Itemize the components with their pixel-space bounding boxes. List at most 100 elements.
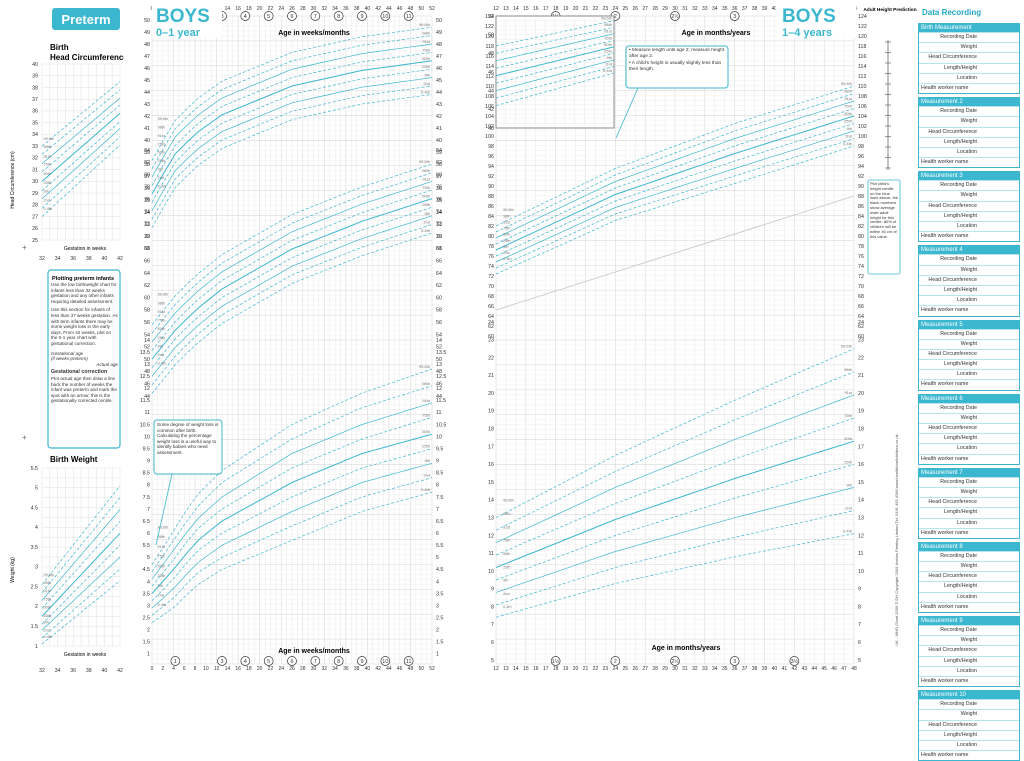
y-tick-label: 44 [144, 394, 150, 400]
centile-line-99.6th [495, 20, 615, 47]
recording-field-recording-date[interactable]: Recording Date [919, 699, 1019, 709]
recording-field-recording-date[interactable]: Recording Date [919, 476, 1019, 487]
recording-field-health-worker-name[interactable]: Health worker name [919, 82, 1019, 93]
x-tick-top: 23 [603, 6, 609, 12]
recording-field-health-worker-name[interactable]: Health worker name [919, 675, 1019, 686]
recording-field-weight[interactable]: Weight [919, 561, 1019, 571]
recording-field-location[interactable]: Location [919, 146, 1019, 157]
recording-field-health-worker-name[interactable]: Health worker name [919, 231, 1019, 241]
month-label-top: 8 [337, 14, 340, 20]
recording-field-weight[interactable]: Weight [919, 190, 1019, 200]
recording-field-head-circumference[interactable]: Head Circumference [919, 200, 1019, 211]
year-label-bottom: 2 [614, 659, 617, 665]
recording-field-health-worker-name[interactable]: Health worker name [919, 305, 1019, 315]
centile-label: 50th [503, 552, 510, 556]
recording-field-weight[interactable]: Weight [919, 412, 1019, 423]
x-tick-label: 32 [39, 256, 45, 262]
recording-field-label: Recording Date [940, 34, 977, 40]
recording-field-head-circumference[interactable]: Head Circumference [919, 274, 1019, 285]
y-tick-label: 9 [491, 587, 494, 593]
recording-field-recording-date[interactable]: Recording Date [919, 550, 1019, 561]
recording-field-location[interactable]: Location [919, 739, 1019, 750]
recording-field-location[interactable]: Location [919, 591, 1019, 602]
y-tick-label: 112 [486, 74, 494, 80]
centile-label: 75th [422, 185, 430, 190]
recording-field-length-height[interactable]: Length/Height [919, 655, 1019, 666]
centile-label: 9th [158, 584, 163, 588]
recording-field-weight[interactable]: Weight [919, 42, 1019, 52]
recording-field-weight[interactable]: Weight [919, 635, 1019, 645]
x-tick-bottom: 2 [161, 666, 164, 672]
y-tick-label: 4.5 [436, 567, 443, 573]
recording-field-recording-date[interactable]: Recording Date [919, 402, 1019, 413]
recording-field-head-circumference[interactable]: Head Circumference [919, 571, 1019, 581]
recording-field-health-worker-name[interactable]: Health worker name [919, 453, 1019, 464]
recording-field-weight[interactable]: Weight [919, 709, 1019, 719]
recording-field-weight[interactable]: Weight [919, 264, 1019, 275]
recording-field-weight[interactable]: Weight [919, 116, 1019, 126]
recording-field-health-worker-name[interactable]: Health worker name [919, 750, 1019, 760]
year-circle-top [670, 11, 680, 21]
recording-field-length-height[interactable]: Length/Height [919, 210, 1019, 221]
month-label-bottom: 4 [244, 659, 247, 665]
x-tick-bottom: 18 [553, 666, 559, 672]
y-tick-label: 27 [32, 214, 38, 220]
centile-line-91st [495, 33, 615, 62]
recording-field-length-height[interactable]: Length/Height [919, 136, 1019, 147]
recording-field-recording-date[interactable]: Recording Date [919, 106, 1019, 116]
recording-field-health-worker-name[interactable]: Health worker name [919, 157, 1019, 167]
x-tick-top: 24 [278, 6, 284, 12]
y-tick-label: 37 [144, 174, 150, 180]
recording-field-location[interactable]: Location [919, 221, 1019, 231]
recording-field-head-circumference[interactable]: Head Circumference [919, 423, 1019, 433]
recording-field-weight[interactable]: Weight [919, 486, 1019, 497]
recording-field-location[interactable]: Location [919, 295, 1019, 305]
recording-field-recording-date[interactable]: Recording Date [919, 254, 1019, 264]
x-tick-bottom: 22 [593, 666, 599, 672]
recording-field-health-worker-name[interactable]: Health worker name [919, 601, 1019, 612]
recording-field-location[interactable]: Location [919, 443, 1019, 453]
recording-field-label: Weight [960, 711, 977, 718]
recording-field-location[interactable]: Location [919, 369, 1019, 379]
recording-field-location[interactable]: Location [919, 665, 1019, 676]
recording-field-label: Weight [960, 563, 977, 570]
recording-field-head-circumference[interactable]: Head Circumference [919, 52, 1019, 62]
y-tick-label: 8.5 [143, 471, 150, 477]
x-tick-bottom: 33 [702, 666, 708, 672]
recording-field-head-circumference[interactable]: Head Circumference [919, 497, 1019, 507]
y-tick-label: 2.5 [31, 584, 38, 590]
preterm-panel: Preterm Birth Head Circumference Head Ci… [0, 0, 128, 678]
recording-field-recording-date[interactable]: Recording Date [919, 328, 1019, 339]
recording-field-recording-date[interactable]: Recording Date [919, 32, 1019, 42]
recording-field-head-circumference[interactable]: Head Circumference [919, 348, 1019, 359]
recording-field-head-circumference[interactable]: Head Circumference [919, 645, 1019, 655]
recording-field-length-height[interactable]: Length/Height [919, 581, 1019, 591]
y-tick-label: 1 [436, 652, 439, 658]
recording-field-location[interactable]: Location [919, 517, 1019, 528]
recording-field-recording-date[interactable]: Recording Date [919, 625, 1019, 635]
recording-field-length-height[interactable]: Length/Height [919, 284, 1019, 295]
y-tick-label: 58 [436, 308, 442, 314]
recording-field-location[interactable]: Location [919, 72, 1019, 83]
centile-line-98th [495, 371, 855, 531]
recording-field-health-worker-name[interactable]: Health worker name [919, 527, 1019, 538]
recording-field-recording-date[interactable]: Recording Date [919, 180, 1019, 190]
x-tick-top: 34 [332, 6, 338, 12]
recording-field-length-height[interactable]: Length/Height [919, 359, 1019, 369]
recording-field-label: Recording Date [940, 182, 977, 189]
recording-field-length-height[interactable]: Length/Height [919, 729, 1019, 740]
recording-field-length-height[interactable]: Length/Height [919, 433, 1019, 443]
recording-field-health-worker-name[interactable]: Health worker name [919, 379, 1019, 389]
recording-field-weight[interactable]: Weight [919, 338, 1019, 349]
month-label-bottom: 1 [174, 659, 177, 665]
recording-field-length-height[interactable]: Length/Height [919, 507, 1019, 517]
x-tick-top: 15 [523, 6, 529, 12]
y-tick-label: 124 [858, 14, 867, 20]
x-tick-top: 40 [772, 6, 778, 12]
recording-block-head: Measurement 3 [919, 172, 1019, 181]
recording-field-head-circumference[interactable]: Head Circumference [919, 126, 1019, 137]
recording-field-head-circumference[interactable]: Head Circumference [919, 719, 1019, 730]
recording-field-length-height[interactable]: Length/Height [919, 62, 1019, 73]
month-label-bottom: 8 [337, 659, 340, 665]
y-tick-label: 42 [488, 107, 494, 113]
